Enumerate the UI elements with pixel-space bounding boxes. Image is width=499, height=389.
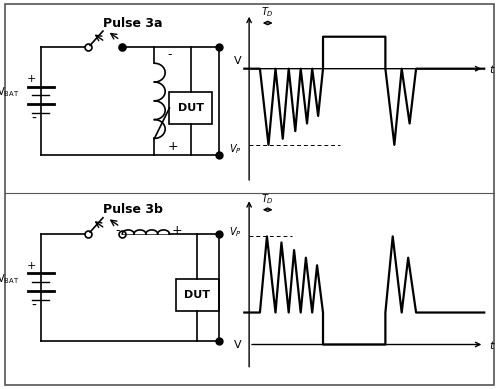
Text: $V_P$: $V_P$ — [229, 226, 242, 240]
Text: $t$: $t$ — [489, 338, 496, 350]
Text: -: - — [31, 112, 36, 126]
Text: +: + — [172, 224, 182, 237]
Text: -: - — [31, 298, 36, 312]
Text: V: V — [235, 340, 242, 349]
Text: -: - — [116, 224, 120, 237]
Text: DUT: DUT — [184, 290, 211, 300]
Text: $T_D$: $T_D$ — [261, 192, 274, 206]
Text: Pulse 3a: Pulse 3a — [103, 17, 163, 30]
Text: $\mathregular{V_{BAT}}$: $\mathregular{V_{BAT}}$ — [0, 85, 19, 99]
Text: DUT: DUT — [178, 103, 204, 113]
Bar — [170, 92, 213, 124]
Text: +: + — [27, 261, 36, 271]
Text: $\mathregular{V_{BAT}}$: $\mathregular{V_{BAT}}$ — [0, 272, 19, 286]
Text: $t$: $t$ — [489, 63, 496, 75]
Bar — [176, 279, 219, 311]
Text: Pulse 3b: Pulse 3b — [103, 203, 163, 216]
Text: V: V — [235, 56, 242, 67]
Text: $T_D$: $T_D$ — [261, 5, 274, 19]
Text: +: + — [27, 74, 36, 84]
Text: -: - — [167, 49, 172, 61]
Text: +: + — [167, 140, 178, 153]
Text: $V_P$: $V_P$ — [229, 142, 242, 156]
